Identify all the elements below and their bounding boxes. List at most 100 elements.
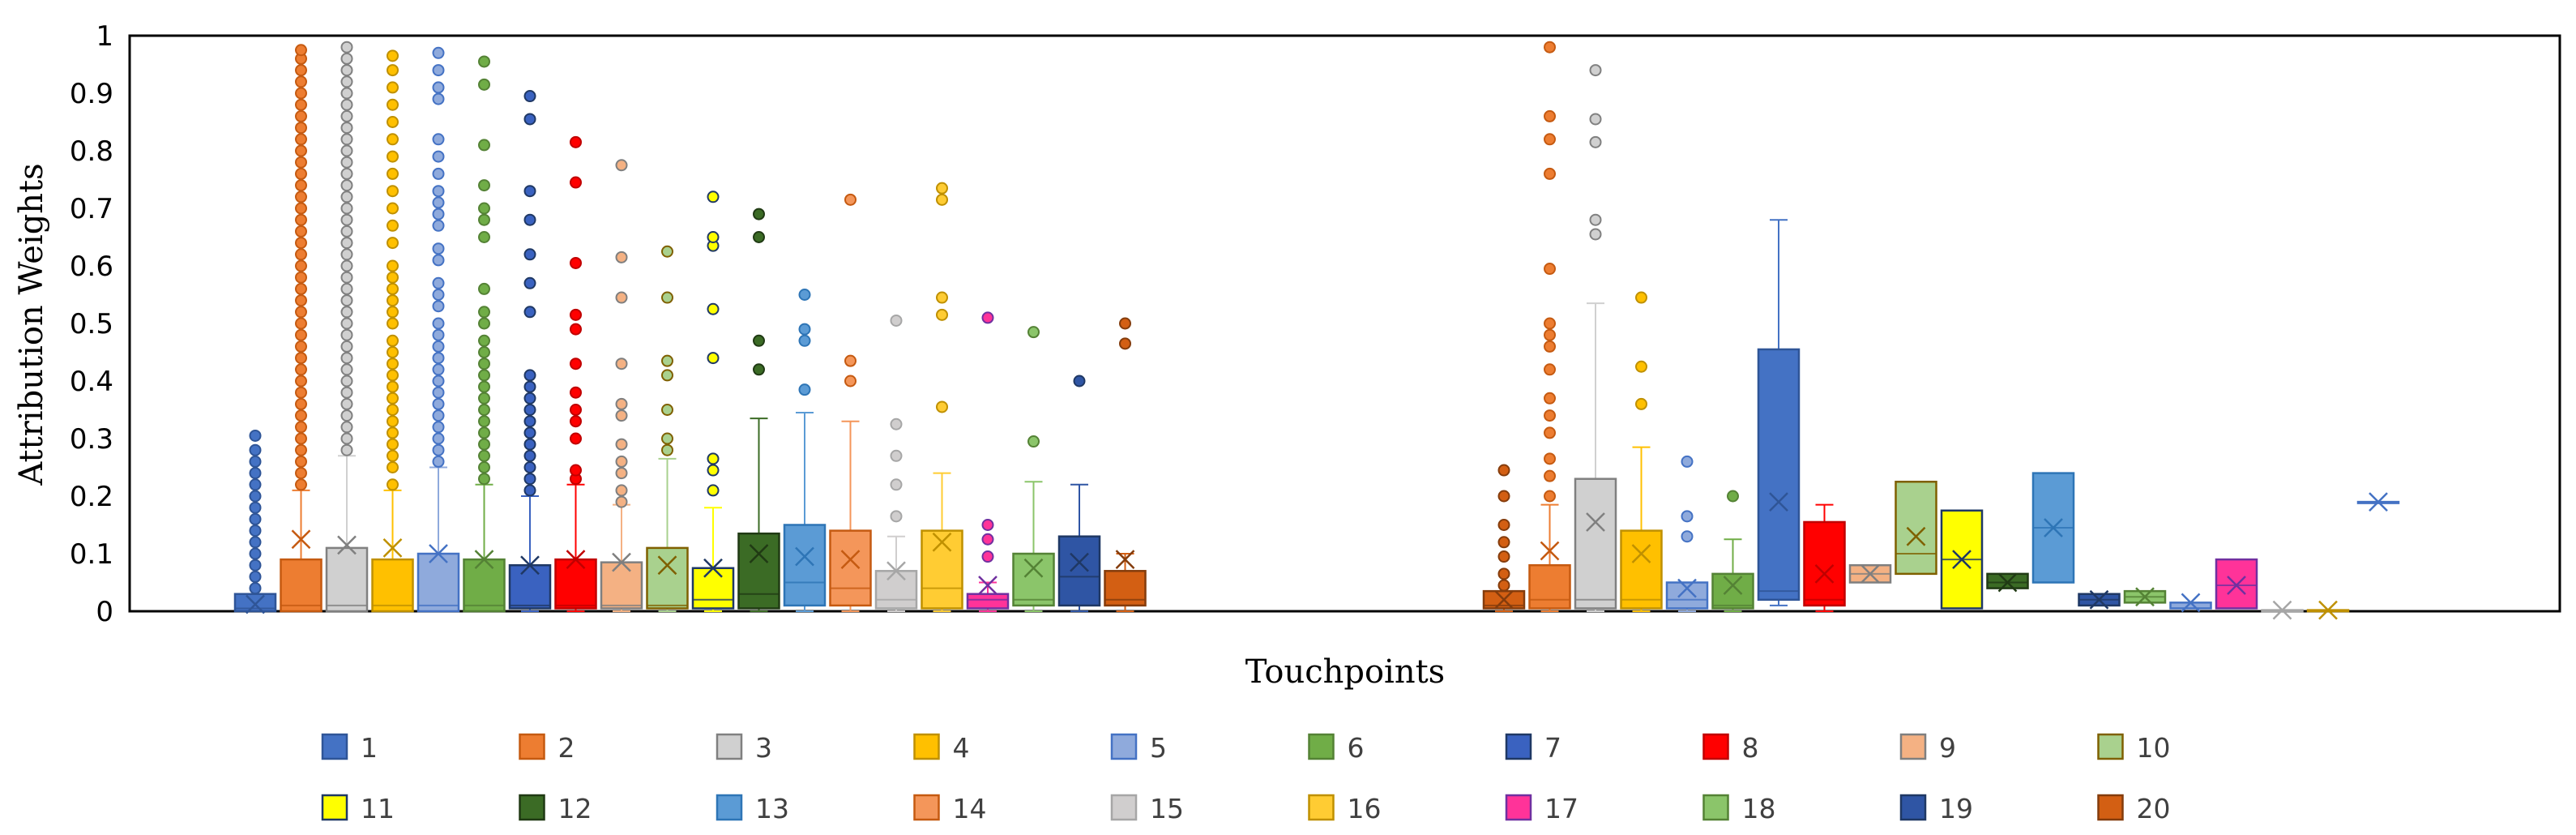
box-0-0 [233, 429, 277, 614]
outlier-point [340, 202, 353, 215]
outlier-point [387, 49, 399, 62]
outlier-point [478, 202, 490, 215]
outlier-point [615, 455, 628, 468]
mean-marker [1723, 576, 1743, 595]
legend-label: 12 [558, 793, 592, 824]
outlier-point [478, 449, 490, 462]
outlier-point [432, 328, 445, 341]
outlier-point [340, 432, 353, 445]
outlier-point [523, 306, 536, 319]
outlier-point [523, 426, 536, 439]
mean-marker [429, 544, 448, 563]
outlier-point [295, 225, 307, 238]
outlier-point [340, 41, 353, 54]
box-iqr [1574, 477, 1617, 610]
outlier-point [1497, 550, 1510, 563]
outlier-point [432, 133, 445, 146]
outlier-point [478, 380, 490, 393]
mean-marker [2089, 589, 2109, 610]
outlier-point [340, 306, 353, 319]
mean-marker [840, 550, 861, 569]
mean-marker [2044, 518, 2063, 537]
outlier-point [1497, 536, 1510, 549]
outlier-point [1635, 360, 1647, 373]
box-iqr [966, 593, 1010, 610]
box-iqr [417, 552, 460, 613]
box-iqr [921, 529, 963, 610]
box-1-12 [2031, 472, 2075, 584]
legend-swatch [519, 733, 545, 760]
outlier-point [707, 484, 720, 497]
outlier-point [661, 432, 673, 445]
outlier-point [432, 352, 445, 365]
box-1-5 [1711, 490, 1754, 612]
box-0-16 [966, 311, 1010, 612]
box-iqr [691, 567, 735, 610]
legend-swatch [1308, 733, 1335, 760]
legend-item-5: 5 [1110, 732, 1167, 764]
outlier-point [1544, 317, 1556, 330]
mean-marker [2135, 587, 2155, 607]
outlier-point [249, 429, 262, 442]
outlier-point [340, 167, 353, 180]
outlier-point [295, 271, 307, 284]
outlier-point [387, 461, 399, 473]
mean-marker [2318, 600, 2338, 620]
outlier-point [1544, 469, 1556, 482]
box-0-12 [783, 289, 827, 612]
outlier-point [570, 404, 582, 416]
outlier-point [1497, 519, 1510, 531]
box-1-9 [1895, 481, 1937, 576]
outlier-point [615, 358, 628, 370]
legend-label: 16 [1348, 793, 1382, 824]
legend-label: 5 [1150, 732, 1167, 764]
outlier-point [295, 386, 307, 399]
legend-item-4: 4 [913, 732, 970, 764]
outlier-point [478, 426, 490, 439]
outlier-point [707, 452, 720, 465]
box-1-4 [1665, 455, 1709, 612]
outlier-point [432, 92, 445, 105]
outlier-point [432, 397, 445, 410]
outlier-point [890, 418, 903, 430]
outlier-point [387, 438, 399, 451]
outlier-point [432, 409, 445, 422]
legend-swatch [1899, 733, 1927, 760]
mean-marker [2227, 576, 2246, 595]
mean-marker [1952, 550, 1972, 569]
outlier-point [340, 144, 353, 157]
mean-marker [1814, 563, 1835, 584]
outlier-point [387, 81, 399, 94]
outlier-point [432, 254, 445, 267]
outlier-point [295, 306, 307, 319]
outlier-point [661, 354, 673, 367]
mean-marker [520, 555, 540, 576]
outlier-point [432, 276, 445, 289]
outlier-point [249, 570, 262, 583]
outlier-point [1544, 452, 1556, 465]
legend-swatch [1702, 794, 1729, 821]
mean-marker [749, 544, 769, 563]
box-iqr [554, 558, 597, 610]
outlier-point [432, 167, 445, 180]
outlier-point [340, 237, 353, 250]
outlier-point [249, 455, 262, 468]
legend-swatch [1505, 733, 1532, 760]
outlier-point [981, 311, 994, 324]
outlier-point [387, 317, 399, 330]
box-1-11 [1986, 572, 2029, 593]
legend-label: 18 [1742, 793, 1776, 824]
outlier-point [432, 375, 445, 388]
legend-swatch [716, 733, 743, 760]
mean-marker [2272, 600, 2292, 620]
outlier-point [523, 461, 536, 473]
outlier-point [432, 432, 445, 445]
y-tick-label: 0 [96, 596, 113, 628]
outlier-point [661, 443, 673, 456]
outlier-point [295, 363, 307, 376]
outlier-point [570, 135, 582, 148]
legend-item-11: 11 [321, 793, 395, 824]
legend-label: 14 [953, 793, 987, 824]
outlier-point [387, 271, 399, 284]
